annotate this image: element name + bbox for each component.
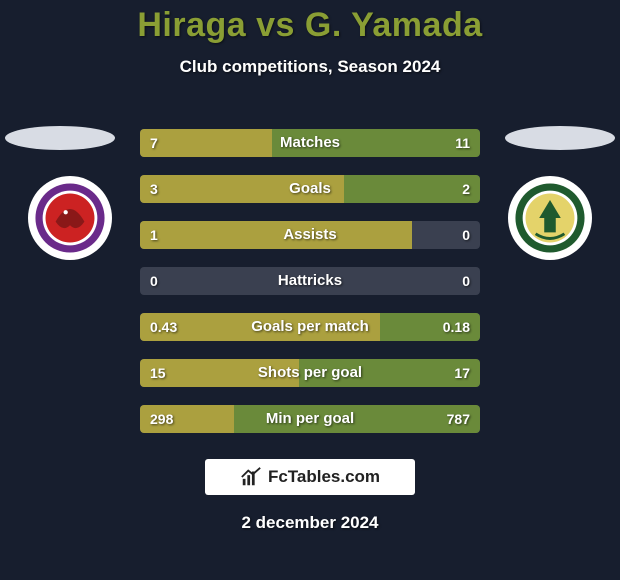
stats-panel: Matches711Goals32Assists10Hattricks00Goa… [140, 129, 480, 451]
kyoto-sanga-icon [34, 182, 106, 254]
stat-value-right: 787 [447, 405, 470, 433]
stat-value-left: 15 [150, 359, 166, 387]
stat-label: Hattricks [140, 267, 480, 295]
team-badge-right [508, 176, 592, 260]
stat-row: Min per goal298 787 [140, 405, 480, 433]
date-label: 2 december 2024 [241, 513, 378, 533]
stat-label: Goals [140, 175, 480, 203]
stat-label: Goals per match [140, 313, 480, 341]
stat-value-right: 11 [455, 129, 470, 157]
stat-label: Matches [140, 129, 480, 157]
stat-value-right: 17 [454, 359, 470, 387]
subtitle: Club competitions, Season 2024 [180, 57, 441, 77]
team-badge-left [28, 176, 112, 260]
stat-label: Assists [140, 221, 480, 249]
stat-value-right: 0 [462, 221, 470, 249]
page-title: Hiraga vs G. Yamada [137, 6, 482, 45]
tokyo-verdy-icon [514, 182, 586, 254]
stat-value-right: 0.18 [443, 313, 470, 341]
stat-row: Assists1 0 [140, 221, 480, 249]
stat-value-right: 0 [462, 267, 470, 295]
stat-value-left: 3 [150, 175, 158, 203]
stat-row: Shots per goal15 17 [140, 359, 480, 387]
stat-row: Goals per match0.43 0.18 [140, 313, 480, 341]
oval-right [505, 126, 615, 150]
stat-value-right: 2 [462, 175, 470, 203]
oval-left [5, 126, 115, 150]
stat-label: Min per goal [140, 405, 480, 433]
stat-value-left: 0.43 [150, 313, 177, 341]
comparison-card: Hiraga vs G. Yamada Club competitions, S… [0, 0, 620, 580]
stat-row: Hattricks0 0 [140, 267, 480, 295]
chart-icon [240, 466, 262, 488]
stat-value-left: 0 [150, 267, 158, 295]
watermark-text: FcTables.com [268, 467, 380, 487]
stat-value-left: 7 [150, 129, 158, 157]
stat-value-left: 1 [150, 221, 158, 249]
stat-row: Matches7 11 [140, 129, 480, 157]
watermark: FcTables.com [205, 459, 415, 495]
stat-row: Goals3 2 [140, 175, 480, 203]
stat-value-left: 298 [150, 405, 173, 433]
stat-label: Shots per goal [140, 359, 480, 387]
